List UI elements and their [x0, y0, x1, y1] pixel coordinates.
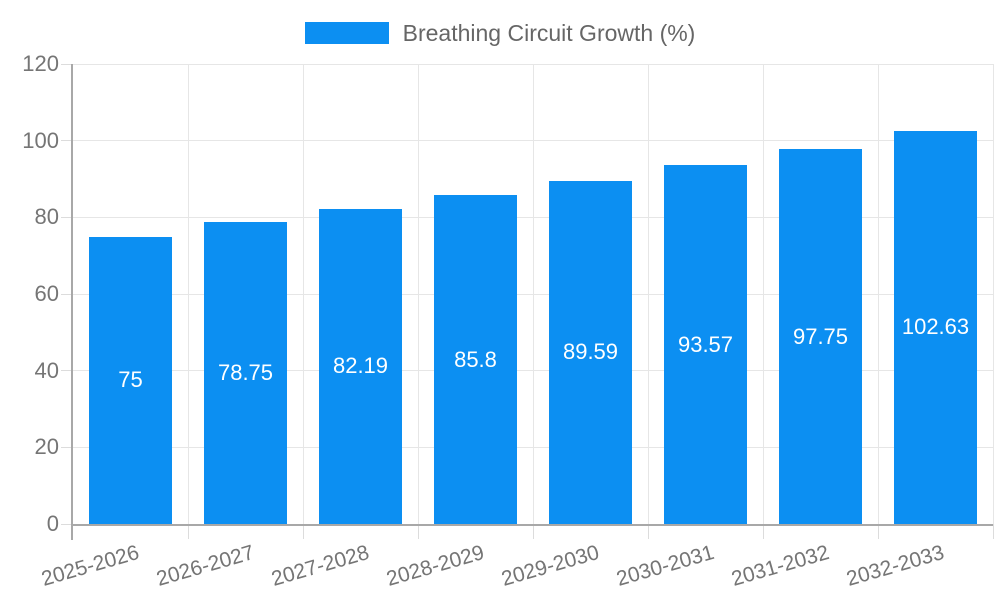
bar[interactable]: 89.59 — [549, 180, 632, 524]
x-axis-tick — [762, 524, 764, 539]
bar-value-label: 97.75 — [792, 323, 849, 349]
bar[interactable]: 85.8 — [434, 195, 517, 524]
x-axis-tick-label: 2026-2027 — [153, 541, 257, 591]
x-axis-tick — [532, 524, 534, 539]
x-axis-tick-label: 2029-2030 — [498, 541, 602, 591]
gridline-vertical — [417, 64, 419, 524]
x-axis-tick — [647, 524, 649, 539]
x-axis-tick — [302, 524, 304, 539]
y-axis-tick-label: 0 — [46, 511, 59, 536]
bar[interactable]: 75 — [89, 236, 172, 524]
bar-value-label: 75 — [118, 367, 143, 393]
bar[interactable]: 78.75 — [204, 222, 287, 524]
y-axis-tick-label: 40 — [34, 357, 59, 383]
x-axis-tick — [992, 524, 994, 539]
y-axis-tick-label: 60 — [34, 281, 59, 306]
bar-value-label: 93.57 — [677, 331, 734, 357]
bar[interactable]: 97.75 — [779, 149, 862, 524]
bar[interactable]: 102.63 — [894, 130, 977, 524]
gridline-vertical — [992, 64, 994, 524]
gridline-vertical — [647, 64, 649, 524]
x-axis-tick-label: 2028-2029 — [383, 541, 487, 591]
y-axis-tick — [61, 293, 73, 295]
gridline-vertical — [877, 64, 879, 524]
bar[interactable]: 93.57 — [664, 165, 747, 524]
y-axis-tick — [61, 216, 73, 218]
x-axis-tick — [417, 524, 419, 539]
legend-label[interactable]: Breathing Circuit Growth (%) — [402, 20, 696, 46]
y-axis-tick — [61, 140, 73, 142]
bar-value-label: 85.8 — [454, 346, 497, 372]
x-axis-line — [71, 524, 993, 526]
y-axis-tick-label: 100 — [22, 127, 59, 153]
gridline-vertical — [762, 64, 764, 524]
y-axis-tick-label: 80 — [34, 204, 59, 230]
y-axis-tick-label: 20 — [34, 434, 59, 460]
gridline-vertical — [187, 64, 189, 524]
bar-value-label: 102.63 — [901, 314, 970, 340]
gridline-vertical — [302, 64, 304, 524]
y-axis-line — [71, 64, 73, 540]
x-axis-tick — [187, 524, 189, 539]
bar-value-label: 89.59 — [562, 339, 619, 365]
x-axis-tick-label: 2030-2031 — [613, 541, 717, 591]
gridline-vertical — [532, 64, 534, 524]
y-axis-tick — [61, 446, 73, 448]
y-axis-tick — [61, 523, 73, 525]
bar-value-label: 82.19 — [332, 353, 389, 379]
bar-value-label: 78.75 — [217, 360, 274, 386]
legend-swatch[interactable] — [304, 22, 389, 44]
y-axis-tick — [61, 370, 73, 372]
y-axis-tick-label: 120 — [22, 51, 59, 76]
x-axis-tick-label: 2025-2026 — [38, 541, 142, 591]
legend: Breathing Circuit Growth (%) — [0, 21, 1000, 45]
x-axis-tick-label: 2032-2033 — [843, 541, 947, 591]
x-axis-tick-label: 2027-2028 — [268, 541, 372, 591]
y-axis-tick — [61, 63, 73, 65]
x-axis-tick — [877, 524, 879, 539]
x-axis-tick-label: 2031-2032 — [728, 541, 832, 591]
bar[interactable]: 82.19 — [319, 208, 402, 524]
